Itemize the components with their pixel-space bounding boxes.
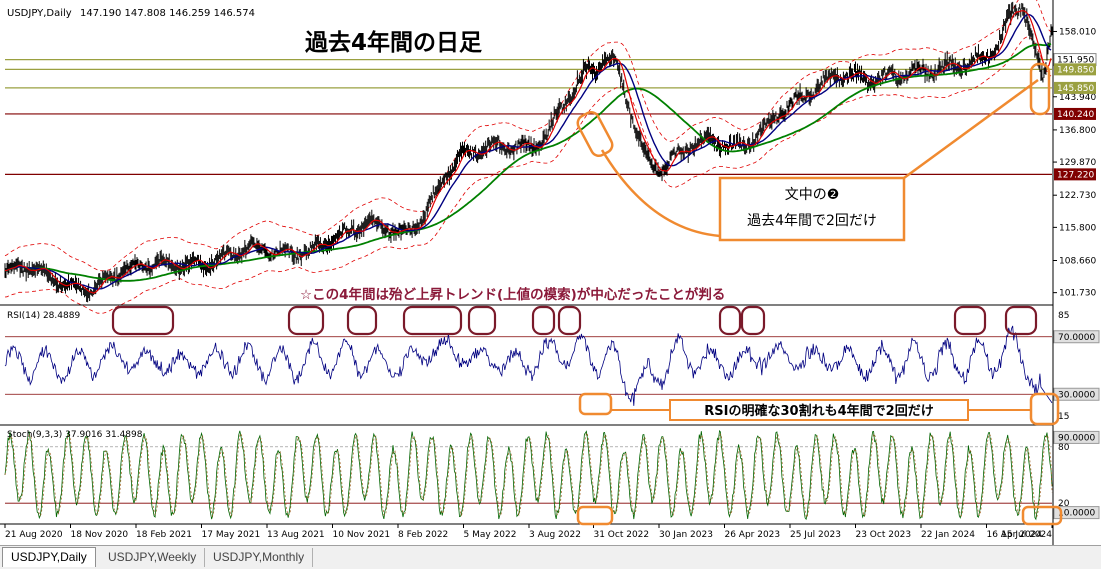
rsi-tick-label: 30.0000 bbox=[1058, 390, 1095, 400]
stoch-level-tag bbox=[1053, 506, 1100, 520]
chart-ohlc-values: 147.190 147.808 146.259 146.574 bbox=[80, 8, 255, 19]
stoch-tick-label: 80 bbox=[1058, 443, 1070, 453]
x-tick-label: 17 May 2021 bbox=[202, 530, 261, 540]
y-tick-label: 129.870 bbox=[1059, 158, 1096, 168]
level-price-tag bbox=[1054, 63, 1096, 76]
stoch-main-line bbox=[4, 429, 1053, 521]
highlight-ellipse-oct2022 bbox=[576, 110, 614, 158]
main-title: 過去4年間の日足 bbox=[305, 29, 482, 56]
x-tick-label: 15 Jul 2024 bbox=[1001, 530, 1052, 540]
level-price-label: 151.950 bbox=[1057, 56, 1094, 66]
rsi-tick-label: 70.0000 bbox=[1058, 333, 1095, 343]
rsi-oversold-mark-2022 bbox=[578, 392, 613, 416]
stoch-tick-label: 10.0000 bbox=[1058, 509, 1095, 519]
rsi-note-text: RSIの明確な30割れも4年間で2回だけ bbox=[704, 403, 933, 419]
x-tick-label: 31 Oct 2022 bbox=[593, 530, 649, 540]
callout-line-right bbox=[903, 78, 1039, 180]
rsi-overbought-circle bbox=[287, 305, 325, 336]
upper-band-line bbox=[4, 0, 1052, 272]
level-price-label: 140.240 bbox=[1057, 110, 1094, 120]
ma-slow-line bbox=[4, 43, 1052, 282]
x-axis: 21 Aug 2020 18 Nov 2020 18 Feb 2021 17 May … bbox=[4, 524, 1053, 540]
rsi-overbought-circle bbox=[1004, 305, 1038, 336]
rsi-oversold-mark-2024 bbox=[1029, 392, 1060, 426]
annotations-layer: 過去4年間の日足 ☆この4年間は殆ど上昇トレンド(上値の模索)が中心だったことが判… bbox=[111, 29, 1063, 526]
rsi-overbought-circle bbox=[531, 305, 556, 336]
stoch-mark-2022 bbox=[576, 505, 614, 526]
rsi-overbought-circle bbox=[557, 305, 582, 336]
tab-usdjpy-weekly[interactable]: USDJPY,Weekly bbox=[100, 548, 206, 567]
x-tick-label: 5 May 2022 bbox=[464, 530, 517, 540]
x-tick-label: 21 Aug 2020 bbox=[5, 530, 63, 540]
rsi-overbought-circle bbox=[111, 305, 175, 336]
trend-note: ☆この4年間は殆ど上昇トレンド(上値の模索)が中心だったことが判る bbox=[300, 286, 725, 303]
highlight-ellipse-jul2024 bbox=[1029, 62, 1051, 116]
level-price-tag bbox=[1054, 107, 1096, 120]
x-tick-label: 8 Feb 2022 bbox=[398, 530, 448, 540]
rsi-overbought-circle bbox=[346, 305, 378, 336]
x-tick-label: 13 Aug 2021 bbox=[267, 530, 325, 540]
y-tick-label: 108.660 bbox=[1059, 256, 1096, 266]
ma-fast-line bbox=[4, 10, 1052, 294]
tab-usdjpy-monthly[interactable]: USDJPY,Monthly bbox=[205, 548, 314, 567]
tab-usdjpy-daily[interactable]: USDJPY,Daily bbox=[2, 547, 96, 567]
chart-symbol-title: USDJPY,Daily bbox=[7, 8, 72, 19]
level-price-tag bbox=[1054, 168, 1096, 181]
level-price-tag bbox=[1054, 81, 1096, 94]
x-tick-label: 18 Feb 2021 bbox=[136, 530, 192, 540]
x-tick-label: 23 Oct 2023 bbox=[855, 530, 911, 540]
stoch-indicator-label: Stoch(9,3,3) 37.9016 31.4898 bbox=[7, 430, 143, 440]
x-tick-label: 18 Nov 2020 bbox=[71, 530, 129, 540]
rsi-level-tag bbox=[1053, 330, 1100, 344]
level-price-label: 149.850 bbox=[1057, 65, 1094, 75]
y-tick-label: 122.730 bbox=[1059, 191, 1096, 201]
explanation-line2: 過去4年間で2回だけ bbox=[747, 213, 877, 229]
x-tick-label: 16 Apr 2024 bbox=[986, 530, 1042, 540]
x-tick-label: 25 Jul 2023 bbox=[790, 530, 841, 540]
x-tick-label: 22 Jan 2024 bbox=[921, 530, 975, 540]
y-tick-label: 143.940 bbox=[1059, 93, 1096, 103]
rsi-overbought-circle bbox=[467, 305, 497, 336]
rsi-overbought-circle bbox=[740, 305, 766, 336]
main-price-panel: 101.730 108.660 115.800 122.730 129.870 136.8… bbox=[0, 0, 1097, 545]
rsi-indicator-label: RSI(14) 28.4889 bbox=[7, 311, 80, 321]
rsi-overbought-circle bbox=[718, 305, 742, 336]
x-tick-label: 30 Jan 2023 bbox=[659, 530, 713, 540]
stoch-tick-label: 90.0000 bbox=[1058, 433, 1095, 443]
rsi-overbought-circle bbox=[402, 305, 463, 336]
x-tick-label: 3 Aug 2022 bbox=[529, 530, 581, 540]
explanation-box bbox=[718, 176, 906, 242]
chart-tab-bar: USDJPY,Daily USDJPY,Weekly USDJPY,Monthl… bbox=[0, 545, 1101, 569]
rsi-tick-label: 85 bbox=[1058, 311, 1069, 321]
callout-line-left bbox=[600, 149, 721, 238]
stoch-tick-label: 20 bbox=[1058, 499, 1070, 509]
y-tick-label: 101.730 bbox=[1059, 289, 1096, 299]
stoch-mark-2024 bbox=[1021, 505, 1063, 526]
explanation-line1: 文中の❷ bbox=[785, 187, 840, 203]
rsi-tick-label: 15 bbox=[1058, 412, 1069, 422]
rsi-overbought-circle bbox=[953, 305, 987, 336]
y-tick-label: 136.800 bbox=[1059, 126, 1096, 136]
rsi-line bbox=[4, 325, 1053, 406]
x-tick-label: 26 Apr 2023 bbox=[724, 530, 780, 540]
y-tick-label: 115.800 bbox=[1059, 223, 1096, 233]
stoch-level-tag bbox=[1053, 430, 1100, 444]
x-tick-label: 10 Nov 2021 bbox=[333, 530, 391, 540]
y-tick-label: 158.010 bbox=[1059, 27, 1096, 37]
level-price-label: 127.220 bbox=[1057, 170, 1094, 180]
ma-mid-line bbox=[4, 13, 1052, 290]
level-price-label: 145.850 bbox=[1057, 84, 1094, 94]
rsi-panel: 85 70.0000 30.0000 15 RSI(14) 28.4889 bbox=[4, 311, 1100, 422]
